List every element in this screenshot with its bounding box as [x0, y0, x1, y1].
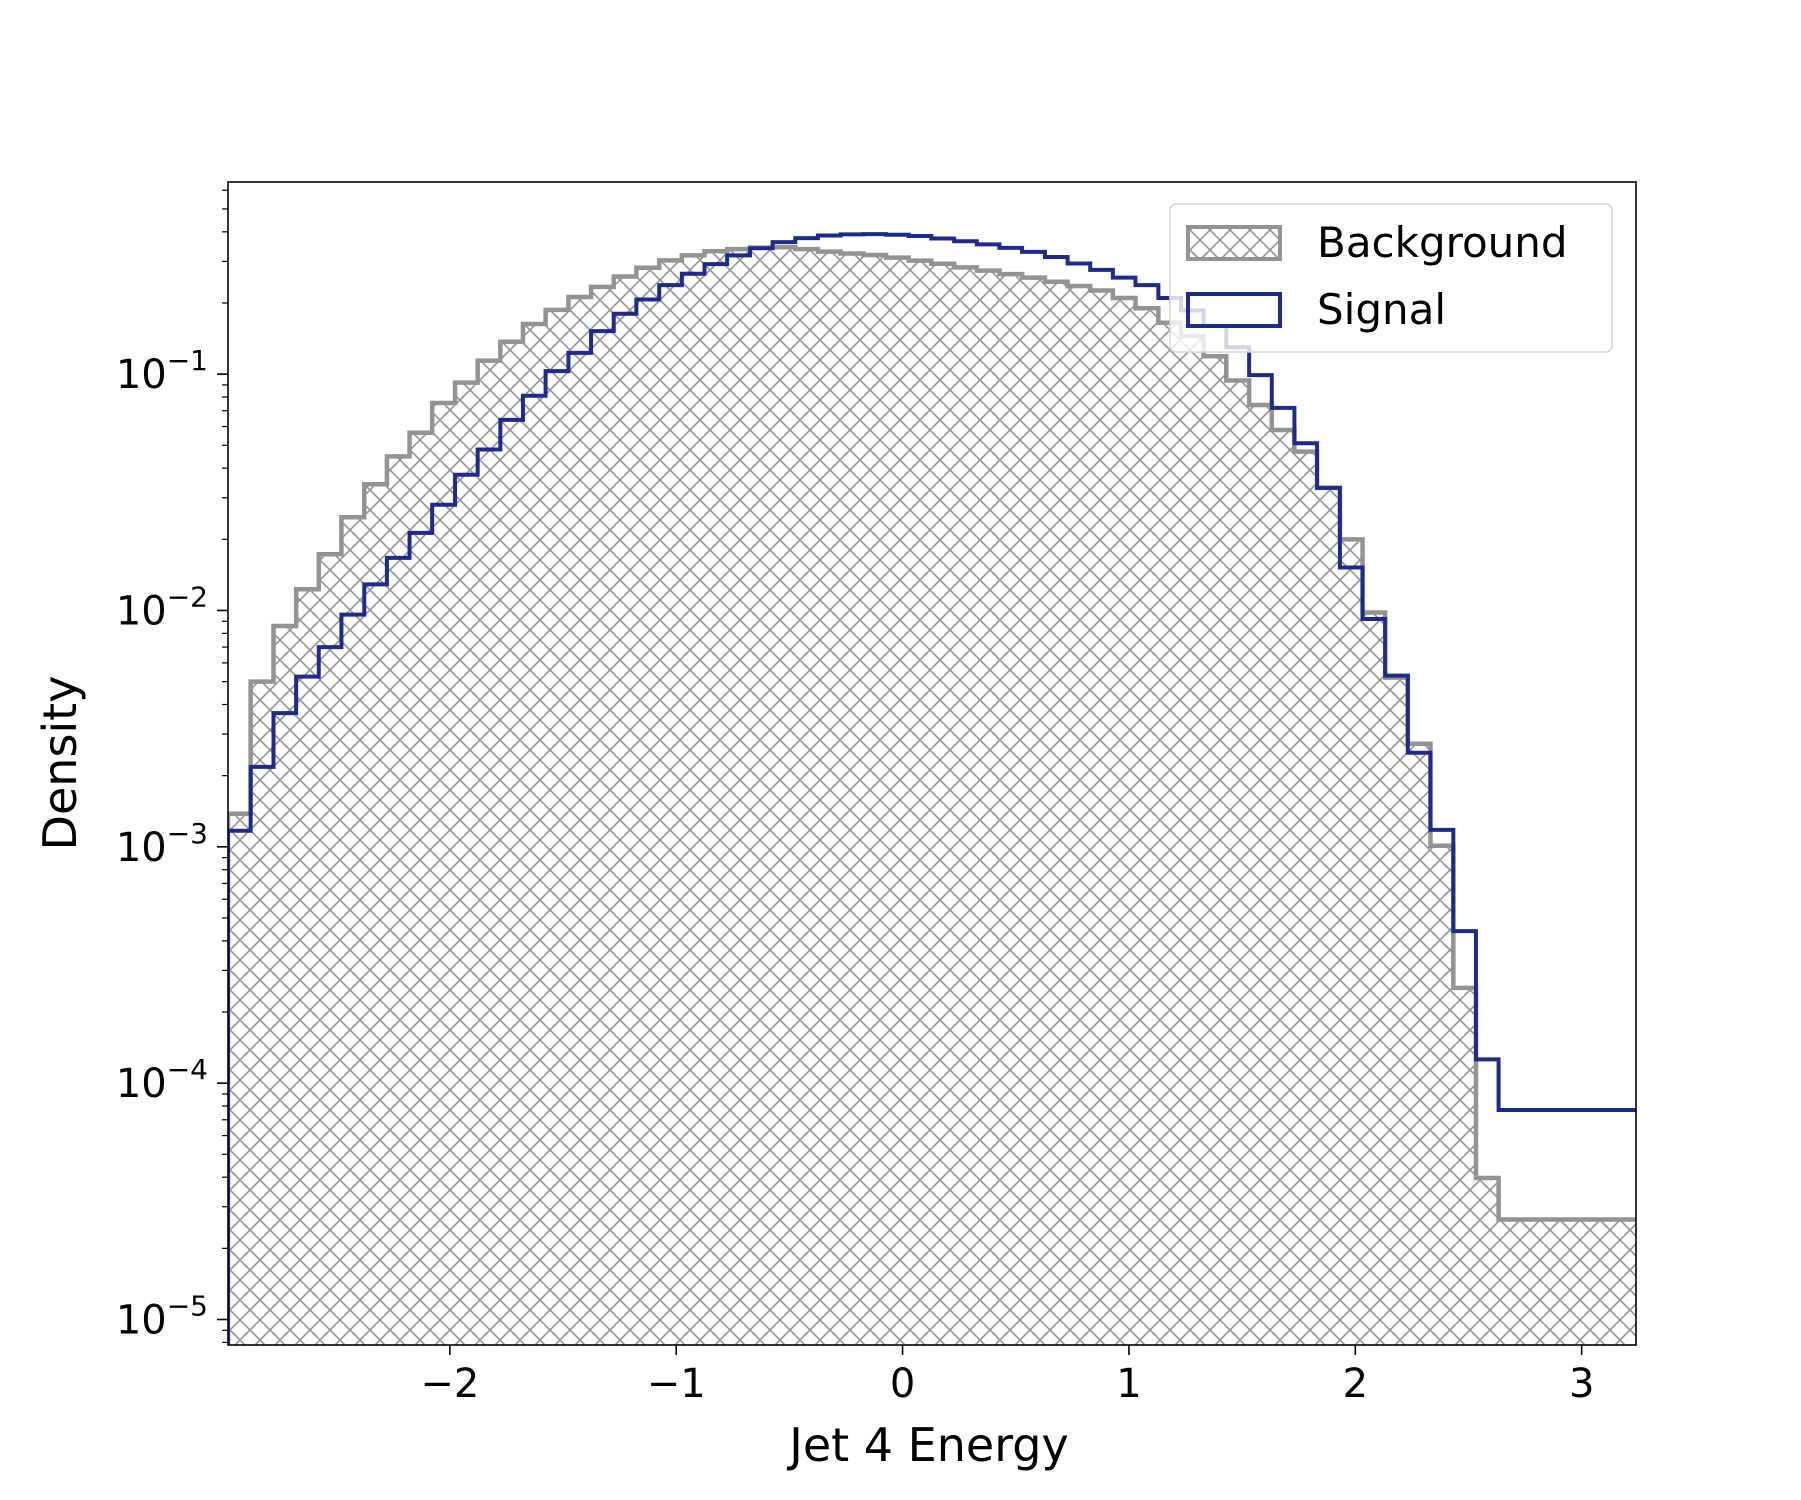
background-bar: [477, 360, 501, 1345]
background-bar: [1044, 281, 1068, 1345]
background-bar: [1112, 297, 1136, 1345]
series-background: [228, 245, 1636, 1345]
y-tick-label: 10−2: [116, 580, 208, 634]
background-bar: [886, 257, 909, 1345]
background-bar: [795, 249, 818, 1345]
background-bar: [364, 484, 387, 1345]
x-tick-label: 3: [1569, 1361, 1594, 1407]
background-bar: [409, 432, 433, 1345]
y-tick-label: 10−5: [116, 1289, 208, 1343]
background-bar: [545, 309, 569, 1345]
background-bar: [1181, 335, 1204, 1345]
background-bar: [613, 276, 637, 1345]
background-bar: [1521, 1219, 1545, 1345]
background-bar: [1135, 308, 1159, 1345]
background-bar: [1566, 1219, 1590, 1345]
background-bar: [1294, 451, 1318, 1345]
background-bar: [1271, 430, 1295, 1345]
x-axis-label: Jet 4 Energy: [786, 1418, 1068, 1472]
background-bar: [341, 517, 365, 1345]
x-tick-label: −2: [420, 1361, 479, 1407]
background-bar: [522, 323, 546, 1345]
background-bar: [1544, 1219, 1567, 1345]
background-bar: [908, 260, 932, 1345]
signal-outline: [228, 232, 1636, 1345]
legend-label-background: Background: [1317, 218, 1568, 267]
background-bar: [1067, 285, 1091, 1345]
background-bar: [1407, 743, 1431, 1345]
background-bar: [1385, 677, 1408, 1345]
background-bar: [228, 813, 251, 1345]
background-bar: [1498, 1219, 1522, 1345]
x-tick-label: 1: [1116, 1361, 1141, 1407]
background-bar: [1430, 845, 1454, 1345]
series-signal: [228, 232, 1636, 1345]
background-bar: [273, 625, 297, 1345]
background-bar: [772, 247, 796, 1345]
background-bar: [500, 341, 523, 1345]
y-axis-label: Density: [33, 676, 87, 851]
background-bar: [432, 402, 456, 1345]
legend-label-signal: Signal: [1317, 285, 1446, 334]
x-tick-label: −1: [647, 1361, 706, 1407]
legend-swatch-background: [1186, 225, 1282, 261]
y-tick-label: 10−4: [116, 1053, 208, 1107]
background-bar: [840, 253, 864, 1345]
background-bar: [1453, 987, 1476, 1345]
background-bar: [1249, 405, 1272, 1345]
background-bar: [455, 382, 478, 1345]
background-bar: [681, 255, 705, 1345]
y-tick-label: 10−3: [116, 817, 208, 871]
y-ticks: 10−1 10−2 10−3 10−4 10−5: [116, 189, 228, 1343]
background-bar: [636, 267, 660, 1345]
background-bar: [1226, 380, 1250, 1345]
background-bar: [1022, 277, 1045, 1345]
background-bar: [817, 251, 841, 1345]
background-bar: [999, 274, 1023, 1345]
background-bar: [591, 286, 614, 1345]
background-bar: [1475, 1177, 1499, 1345]
plot-frame: [227, 181, 1637, 1346]
background-bar: [296, 589, 319, 1345]
background-bar: [954, 267, 977, 1345]
background-bar: [931, 263, 955, 1345]
y-tick-label: 10−1: [116, 344, 208, 398]
background-bar: [250, 681, 274, 1345]
background-bar: [1317, 487, 1340, 1345]
background-bar: [1612, 1219, 1636, 1345]
x-tick-label: 0: [890, 1361, 915, 1407]
background-bar: [1339, 539, 1363, 1345]
series-layer: [228, 232, 1636, 1345]
background-bar: [750, 247, 773, 1345]
background-bar: [1090, 290, 1113, 1345]
background-bar: [704, 251, 728, 1345]
background-bar: [568, 297, 592, 1345]
background-bar: [976, 270, 1000, 1345]
x-tick-label: 2: [1343, 1361, 1368, 1407]
background-bar: [659, 260, 682, 1345]
background-outline: [228, 245, 1636, 1345]
background-bar: [1203, 356, 1227, 1345]
background-bar: [1158, 322, 1182, 1345]
x-ticks: −2 −1 0 1 2 3: [420, 1345, 1594, 1407]
background-bar: [1589, 1219, 1613, 1345]
background-bar: [386, 456, 410, 1345]
legend-swatch-signal: [1186, 292, 1282, 328]
legend: Background Signal: [1169, 203, 1613, 353]
background-bar: [727, 249, 750, 1345]
background-bar: [863, 255, 887, 1345]
background-bar: [1362, 612, 1386, 1345]
background-bar: [318, 554, 342, 1345]
